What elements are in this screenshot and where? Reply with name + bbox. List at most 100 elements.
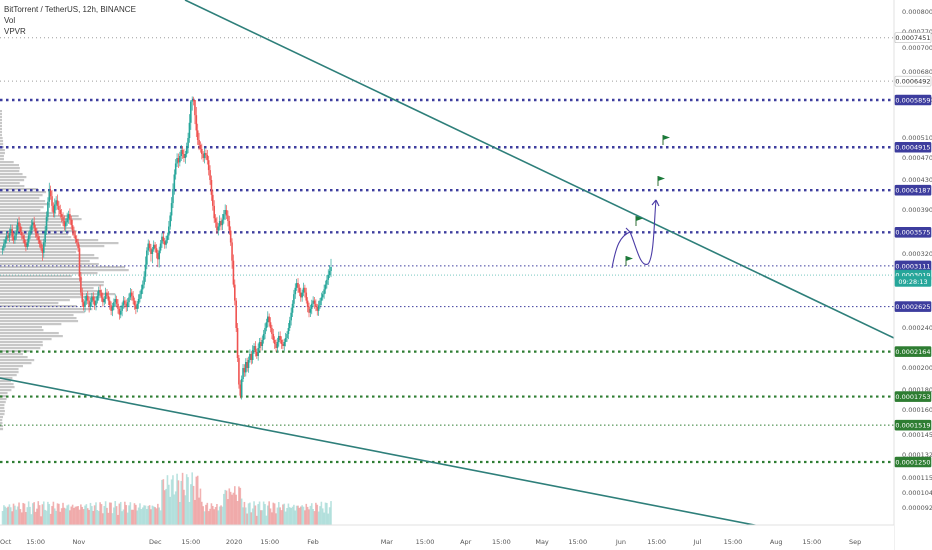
volume-bar <box>243 501 246 525</box>
flag-icon[interactable] <box>658 176 665 181</box>
forecast-drawings[interactable] <box>611 135 670 269</box>
volume-bar <box>47 501 49 525</box>
volume-bar <box>239 487 242 525</box>
volume-bar <box>324 502 327 525</box>
volume-bar <box>206 502 209 525</box>
volume-bar <box>62 502 64 525</box>
volume-bar <box>7 506 9 525</box>
volume-bar <box>154 507 156 525</box>
candle-body <box>272 334 275 340</box>
vpvr-indicator-label[interactable]: VPVR <box>4 27 26 36</box>
candle-body <box>107 295 110 301</box>
volume-bar <box>312 509 314 525</box>
volume-bar <box>88 509 90 525</box>
candle-body <box>100 292 103 298</box>
flag-icon[interactable] <box>663 135 670 140</box>
candle-body <box>99 290 101 293</box>
candle-body <box>286 334 288 338</box>
trendlines[interactable] <box>0 0 895 533</box>
volume-bar <box>121 511 123 525</box>
volume-bar <box>179 501 181 525</box>
candle-body <box>279 336 281 340</box>
volume-bar <box>328 507 331 525</box>
candle-body <box>310 303 313 309</box>
volume-bar <box>150 509 152 525</box>
volume-bar <box>323 512 325 525</box>
candle-body <box>8 233 11 238</box>
flag-icon[interactable] <box>636 216 643 221</box>
volume-bar <box>161 479 163 525</box>
volume-bar <box>187 477 189 525</box>
vol-indicator-label[interactable]: Vol <box>4 16 16 25</box>
vp-bar <box>0 179 25 182</box>
candle-body <box>198 140 200 145</box>
lower-trendline[interactable] <box>0 377 791 533</box>
chart-legend: BitTorrent / TetherUS, 12h, BINANCE Vol … <box>4 4 136 37</box>
vp-bar <box>0 407 5 410</box>
time-axis[interactable]: Oct 15:00 Nov Dec 15:00 2020 15:00 Feb Mar 15:00 A… <box>0 524 894 550</box>
volume-bar <box>30 514 33 525</box>
candle-body <box>157 252 159 260</box>
volume-bar <box>280 510 283 525</box>
candle-body <box>265 322 268 328</box>
symbol-title[interactable]: BitTorrent / TetherUS, 12h, BINANCE <box>4 5 136 14</box>
candle-body <box>106 292 108 296</box>
candle-body <box>249 354 251 360</box>
volume-bar <box>287 503 290 525</box>
vp-bar <box>0 176 27 179</box>
candle-body <box>70 219 73 226</box>
volume-bar <box>277 502 280 525</box>
candle-body <box>188 122 191 138</box>
candle-body <box>330 267 332 271</box>
candle-body <box>55 200 57 205</box>
candle-body <box>192 100 195 101</box>
vp-bar <box>0 173 23 176</box>
horizontal-levels[interactable] <box>0 37 894 464</box>
volume-bar <box>275 513 277 525</box>
price-level-tag: 0.0007451 <box>894 32 932 43</box>
volume-bar <box>284 511 287 525</box>
candle-body <box>14 235 16 241</box>
candle-body <box>37 236 40 241</box>
time-label: 15:00 <box>26 538 45 546</box>
candle-body <box>58 205 60 210</box>
volume-bar <box>304 510 306 525</box>
volume-bar <box>31 503 34 525</box>
tag-bg <box>894 391 932 402</box>
candle-body <box>295 283 298 288</box>
volume-bar <box>29 506 31 525</box>
candle-body <box>180 150 183 156</box>
candle-body <box>269 322 272 328</box>
forecast-arrow[interactable] <box>611 227 631 269</box>
volume-bar <box>125 505 128 525</box>
volume-bar <box>144 505 147 525</box>
candle-body <box>161 236 163 244</box>
volume-bar <box>201 501 203 525</box>
candle-body <box>33 222 35 228</box>
volume-bar <box>136 510 139 525</box>
volume-bar <box>110 502 112 525</box>
volume-bar <box>290 508 292 525</box>
vp-bar <box>0 242 119 245</box>
vp-bar <box>0 185 25 188</box>
flag-icon[interactable] <box>626 256 633 261</box>
candle-body <box>194 100 196 116</box>
vp-bar <box>0 401 6 404</box>
candle-body <box>282 344 284 346</box>
candle-body <box>228 221 231 231</box>
time-label: Aug <box>770 538 783 546</box>
candle-body <box>86 295 89 301</box>
volume-bar <box>184 495 187 525</box>
forecast-arrow[interactable] <box>629 199 660 265</box>
time-label: Jul <box>692 538 701 546</box>
upper-trendline[interactable] <box>184 0 895 339</box>
volume-bar <box>135 504 137 525</box>
volume-bar <box>166 475 169 525</box>
price-level-tag: 0.0002164 <box>894 346 932 357</box>
tag-bg <box>894 75 932 87</box>
price-level-tag: 0.0003575 <box>894 226 932 238</box>
candle-body <box>315 303 317 307</box>
